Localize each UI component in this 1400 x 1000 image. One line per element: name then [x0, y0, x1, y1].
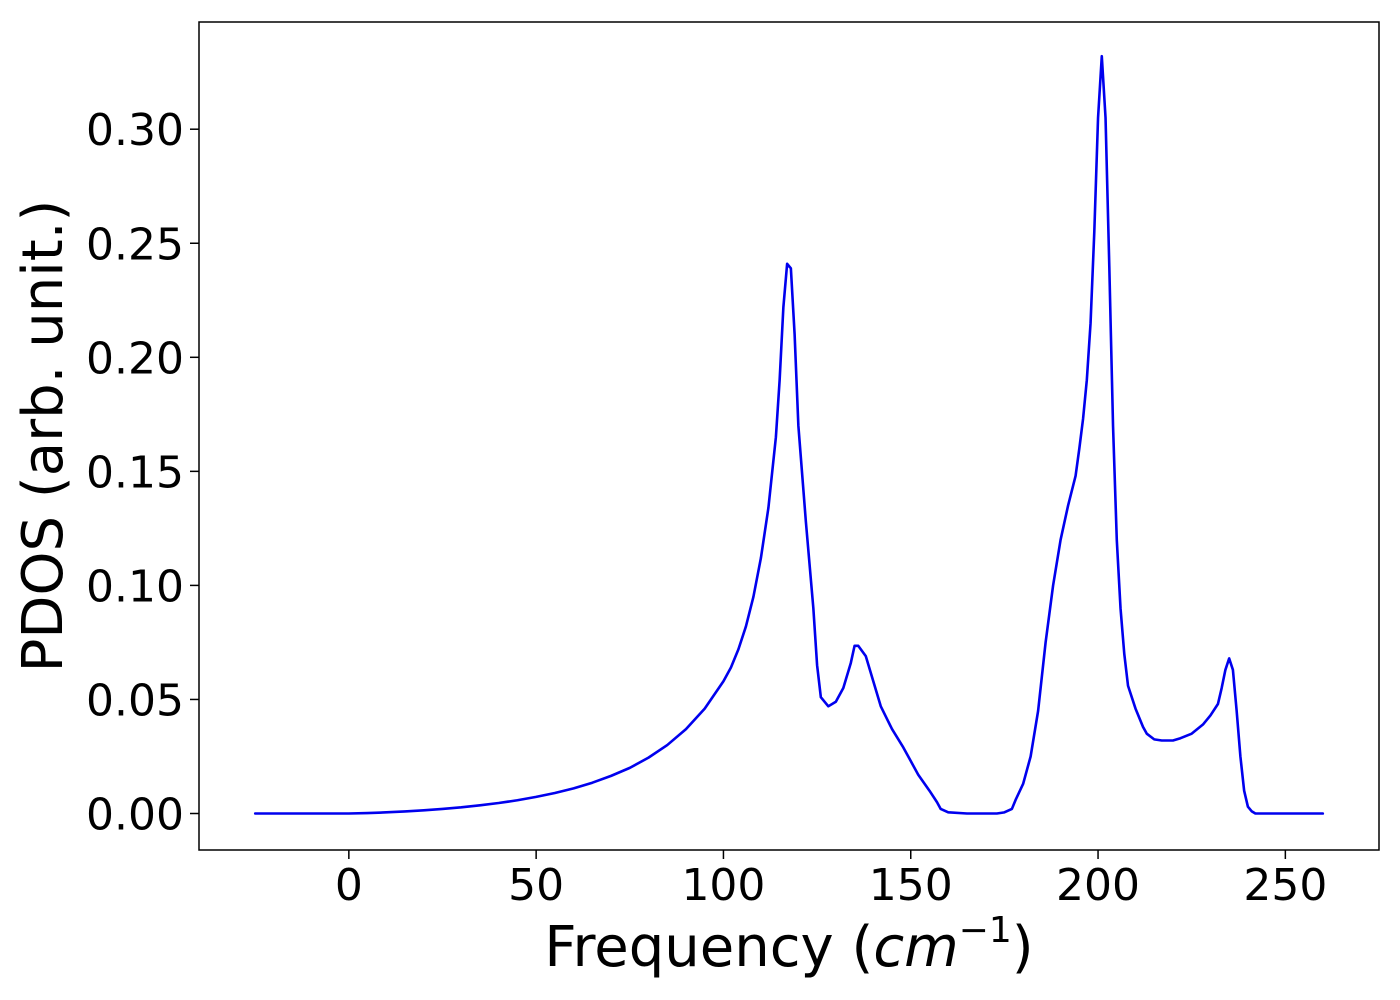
- x-axis-label-text: Frequency: [544, 915, 833, 980]
- plot-frame: [198, 21, 1380, 851]
- x-tick-label: 150: [869, 860, 953, 911]
- x-axis-label-exponent: −1: [959, 910, 1012, 951]
- y-tick-label: 0.20: [86, 333, 184, 384]
- x-ticks: 0 50 100 150 200 250: [335, 850, 1327, 911]
- y-tick-label: 0.15: [86, 447, 184, 498]
- y-tick-label: 0.00: [86, 790, 184, 841]
- y-tick-label: 0.05: [86, 675, 184, 726]
- y-tick-label: 0.30: [86, 105, 184, 156]
- x-axis-label-close-paren: ): [1012, 915, 1034, 980]
- x-tick-label: 50: [508, 860, 564, 911]
- x-tick-label: 250: [1243, 860, 1327, 911]
- x-axis-label: Frequency (cm−1): [544, 910, 1033, 980]
- y-axis-label: PDOS (arb. unit.): [11, 200, 76, 673]
- y-ticks: 0.00 0.05 0.10 0.15 0.20 0.25 0.30: [86, 105, 199, 841]
- y-tick-label: 0.10: [86, 561, 184, 612]
- x-axis-label-open-paren: (: [834, 915, 874, 980]
- x-tick-label: 200: [1056, 860, 1140, 911]
- series-lines: [253, 54, 1325, 815]
- x-tick-label: 0: [335, 860, 363, 911]
- x-axis-label-unit: cm: [873, 915, 958, 980]
- pdos-series-line: [253, 54, 1325, 815]
- x-tick-label: 100: [681, 860, 765, 911]
- y-tick-label: 0.25: [86, 219, 184, 270]
